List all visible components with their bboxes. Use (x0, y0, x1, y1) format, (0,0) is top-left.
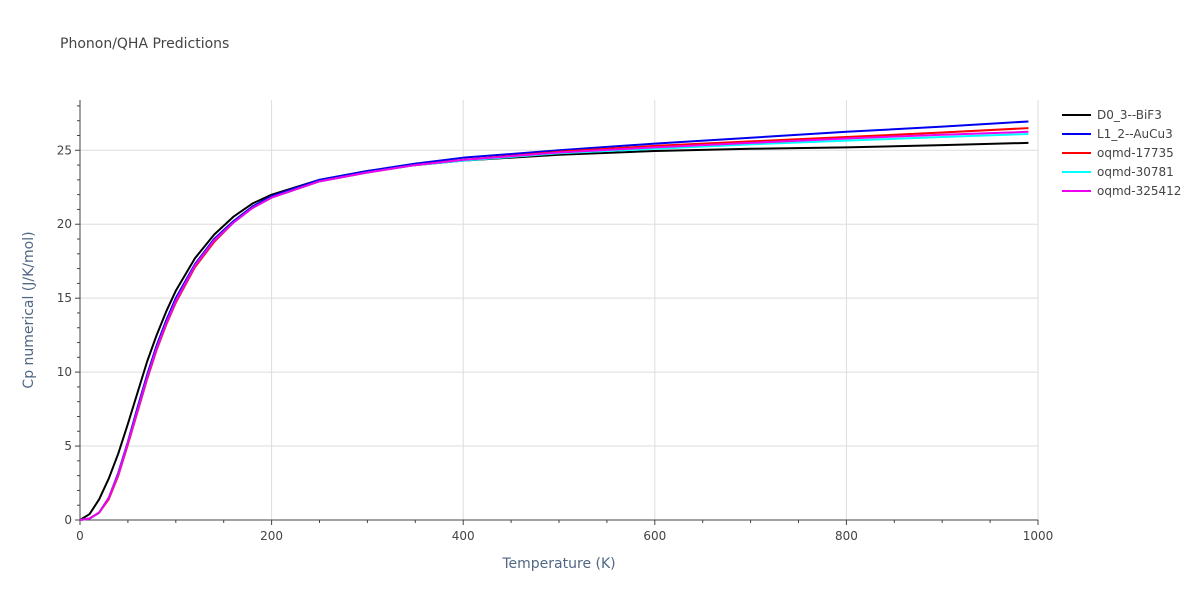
series-line[interactable] (79, 130, 1029, 521)
grid-layer (80, 100, 1039, 520)
series-line[interactable] (79, 141, 1029, 521)
x-tick-label: 200 (260, 529, 283, 543)
legend-item[interactable]: oqmd-325412 (1062, 184, 1181, 198)
x-tick-label: 800 (835, 529, 858, 543)
x-tick-label: 400 (452, 529, 475, 543)
series-layer (79, 120, 1029, 521)
axes-layer: 0 200 400 600 800 1000 0 5 10 15 20 25 (57, 100, 1054, 543)
series-line[interactable] (79, 127, 1029, 521)
legend-label: L1_2--AuCu3 (1097, 127, 1173, 141)
legend-item[interactable]: L1_2--AuCu3 (1062, 127, 1173, 141)
y-axis-title: Cp numerical (J/K/mol) (21, 231, 37, 388)
y-tick-label: 15 (57, 291, 72, 305)
x-tick-label: 600 (643, 529, 666, 543)
legend-label: oqmd-325412 (1097, 184, 1181, 198)
y-tick-label: 25 (57, 143, 72, 157)
legend-label: oqmd-30781 (1097, 165, 1174, 179)
y-tick-label: 10 (57, 365, 72, 379)
x-axis-title: Temperature (K) (501, 556, 615, 572)
y-tick-label: 20 (57, 217, 72, 231)
legend-item[interactable]: D0_3--BiF3 (1062, 108, 1162, 122)
x-tick-label: 0 (76, 529, 84, 543)
series-line[interactable] (79, 120, 1029, 521)
legend[interactable]: D0_3--BiF3 L1_2--AuCu3 oqmd-17735 oqmd-3078… (1062, 108, 1181, 198)
chart-title: Phonon/QHA Predictions (60, 36, 230, 52)
legend-label: oqmd-17735 (1097, 146, 1174, 160)
legend-label: D0_3--BiF3 (1097, 108, 1162, 122)
y-tick-label: 0 (64, 513, 72, 527)
legend-item[interactable]: oqmd-17735 (1062, 146, 1174, 160)
y-tick-label: 5 (64, 439, 72, 453)
series-line[interactable] (79, 133, 1029, 521)
legend-item[interactable]: oqmd-30781 (1062, 165, 1174, 179)
x-tick-label: 1000 (1023, 529, 1054, 543)
